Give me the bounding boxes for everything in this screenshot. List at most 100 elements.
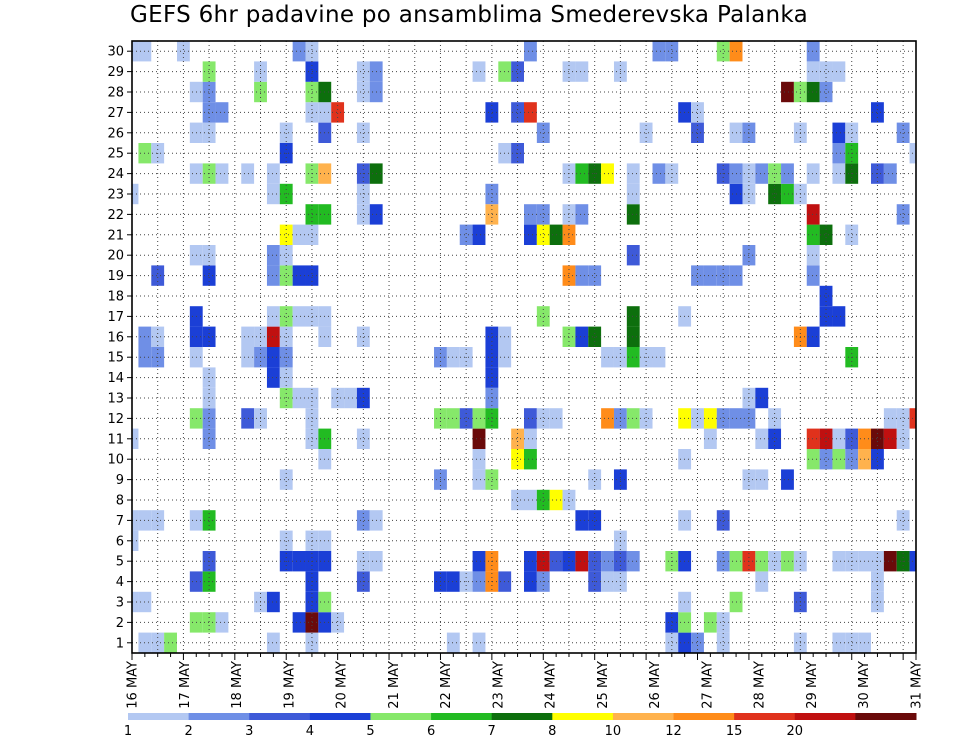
heatmap-cell xyxy=(511,428,524,449)
heatmap-cell xyxy=(703,408,717,429)
x-tick-label: 22 MAY xyxy=(439,661,454,709)
heatmap-cell xyxy=(781,163,794,184)
y-tick-label: 17 xyxy=(107,310,124,325)
heatmap-cell xyxy=(446,408,460,429)
x-tick-label: 25 MAY xyxy=(596,661,611,709)
heatmap-cell xyxy=(356,122,370,143)
heatmap-cell xyxy=(691,122,704,143)
legend-swatch xyxy=(128,713,190,720)
heatmap-cell xyxy=(896,408,910,429)
x-tick-label: 26 MAY xyxy=(648,661,663,709)
heatmap-cell xyxy=(819,81,833,103)
legend-label: 6 xyxy=(427,724,435,739)
heatmap-cell xyxy=(588,265,602,286)
y-tick-label: 30 xyxy=(107,45,124,60)
heatmap-cell xyxy=(524,489,537,511)
heatmap-cell xyxy=(626,408,640,429)
heatmap-cell xyxy=(781,551,794,572)
heatmap-cell xyxy=(524,224,537,245)
heatmap-cell xyxy=(485,326,499,347)
heatmap-cell xyxy=(305,81,319,103)
heatmap-cell xyxy=(652,41,666,62)
heatmap-cell xyxy=(524,428,537,449)
legend-label: 2 xyxy=(184,724,192,739)
y-tick-label: 11 xyxy=(107,432,124,447)
heatmap-cell xyxy=(524,408,537,429)
heatmap-cell xyxy=(215,163,229,184)
heatmap-cell xyxy=(132,510,139,531)
legend-swatch xyxy=(855,713,917,720)
heatmap-cell xyxy=(832,143,846,164)
legend-label: 4 xyxy=(306,724,314,739)
heatmap-cell xyxy=(536,224,550,245)
x-tick-label: 21 MAY xyxy=(387,661,402,709)
heatmap-cell xyxy=(279,469,293,490)
heatmap-cell xyxy=(806,41,820,62)
x-axis: 16 MAY 17 MAY 18 MAY 19 MAY 20 MAY 21 MAY 22 M… xyxy=(126,653,925,709)
heatmap-cell xyxy=(806,428,820,449)
heatmap-cell xyxy=(691,265,704,286)
heatmap-cell xyxy=(305,408,319,429)
heatmap-cell xyxy=(575,551,589,572)
y-tick-label: 25 xyxy=(107,147,124,162)
heatmap-cell xyxy=(781,183,794,205)
heatmap-cell xyxy=(806,204,820,225)
y-tick-label: 13 xyxy=(107,392,124,407)
legend-label: 10 xyxy=(605,724,622,739)
x-tick-label: 20 MAY xyxy=(335,661,350,709)
heatmap-cell xyxy=(806,449,820,470)
heatmap-cell xyxy=(356,428,370,449)
y-tick-label: 18 xyxy=(107,290,124,305)
heatmap-cell xyxy=(588,469,602,490)
heatmap-cell xyxy=(202,326,216,347)
heatmap-cell xyxy=(845,449,859,470)
heatmap-cell xyxy=(703,612,717,633)
heatmap-cell xyxy=(665,612,679,633)
heatmap-cell xyxy=(215,612,229,633)
heatmap-cell xyxy=(536,306,550,327)
heatmap-cell xyxy=(896,428,910,449)
heatmap-cell xyxy=(511,449,524,470)
y-tick-label: 1 xyxy=(116,636,124,651)
heatmap-cell xyxy=(164,632,177,653)
legend-swatch xyxy=(612,713,675,720)
heatmap-cell xyxy=(639,122,653,143)
heatmap-cell xyxy=(305,265,319,286)
heatmap-cell xyxy=(601,347,614,368)
heatmap-cell xyxy=(755,469,769,490)
heatmap-cell xyxy=(896,122,910,143)
heatmap-cell xyxy=(691,102,704,123)
heatmap-cell xyxy=(524,551,537,572)
y-tick-label: 4 xyxy=(116,575,124,590)
legend-label: 8 xyxy=(548,724,556,739)
heatmap-cell xyxy=(806,81,820,103)
heatmap-cell xyxy=(883,408,897,429)
heatmap-cell xyxy=(279,326,293,347)
heatmap-cell xyxy=(356,510,370,531)
heatmap-cell xyxy=(292,41,306,62)
heatmap-cell xyxy=(279,122,293,143)
heatmap-cell xyxy=(883,551,897,572)
heatmap-cell xyxy=(279,530,293,551)
heatmap-cell xyxy=(266,245,280,266)
heatmap-cell xyxy=(511,489,524,511)
y-tick-label: 5 xyxy=(116,555,124,570)
heatmap-cell xyxy=(132,530,139,551)
heatmap-cell xyxy=(626,163,640,184)
heatmap-cell xyxy=(652,347,666,368)
heatmap-cell xyxy=(871,102,884,123)
legend-swatch xyxy=(188,713,250,720)
y-tick-label: 6 xyxy=(116,534,124,549)
heatmap-cell xyxy=(845,224,859,245)
heatmap-cell xyxy=(292,306,306,327)
heatmap-cell xyxy=(132,428,139,449)
heatmap-cell xyxy=(292,265,306,286)
heatmap-cell xyxy=(832,61,846,82)
y-tick-label: 10 xyxy=(107,453,124,468)
y-tick-label: 28 xyxy=(107,86,124,101)
heatmap-cell xyxy=(716,510,730,531)
heatmap-cell xyxy=(132,41,139,62)
heatmap-cell xyxy=(755,571,769,592)
heatmap-cell xyxy=(601,408,614,429)
heatmap-cell xyxy=(132,183,139,205)
